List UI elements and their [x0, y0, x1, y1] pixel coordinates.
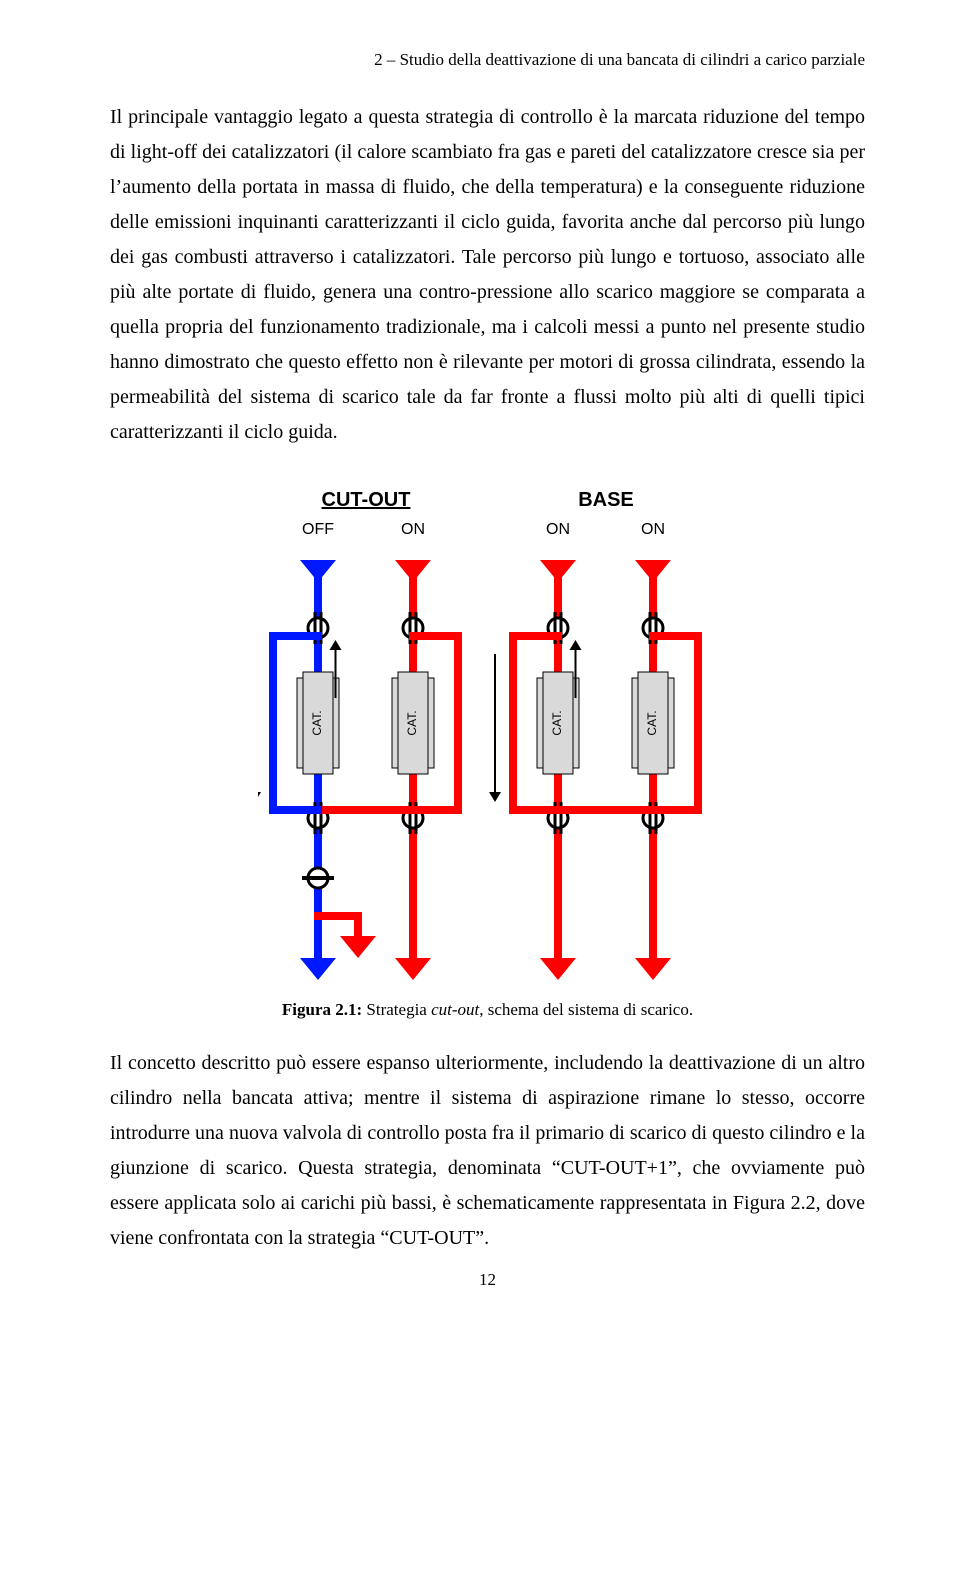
figure: CUT-OUT OFF CAT. ON CAT. BASE ON CAT. ON CAT.	[110, 478, 865, 988]
body-text: Il principale vantaggio legato a questa …	[110, 100, 865, 450]
svg-text:ON: ON	[401, 521, 425, 538]
paragraph-2: Il concetto descritto può essere espanso…	[110, 1046, 865, 1256]
svg-text:CAT.: CAT.	[310, 710, 324, 735]
paragraph-1: Il principale vantaggio legato a questa …	[110, 100, 865, 450]
figure-caption-post: , schema del sistema di scarico.	[479, 1000, 693, 1019]
svg-text:CUT-OUT: CUT-OUT	[321, 489, 410, 511]
svg-text:CAT.: CAT.	[405, 710, 419, 735]
figure-caption: Figura 2.1: Strategia cut-out, schema de…	[110, 1000, 865, 1020]
svg-text:ON: ON	[546, 521, 570, 538]
figure-caption-em: cut-out	[431, 1000, 479, 1019]
page: 2 – Studio della deattivazione di una ba…	[0, 0, 960, 1330]
svg-text:CAT.: CAT.	[645, 710, 659, 735]
figure-caption-lead: Figura 2.1:	[282, 1000, 362, 1019]
svg-text:ON: ON	[641, 521, 665, 538]
body-text-2: Il concetto descritto può essere espanso…	[110, 1046, 865, 1256]
svg-text:CAT.: CAT.	[550, 710, 564, 735]
svg-text:BASE: BASE	[578, 489, 634, 511]
figure-caption-pre: Strategia	[362, 1000, 431, 1019]
svg-text:OFF: OFF	[302, 521, 334, 538]
page-number: 12	[110, 1270, 865, 1290]
running-head: 2 – Studio della deattivazione di una ba…	[110, 50, 865, 70]
exhaust-diagram: CUT-OUT OFF CAT. ON CAT. BASE ON CAT. ON CAT.	[258, 478, 718, 988]
